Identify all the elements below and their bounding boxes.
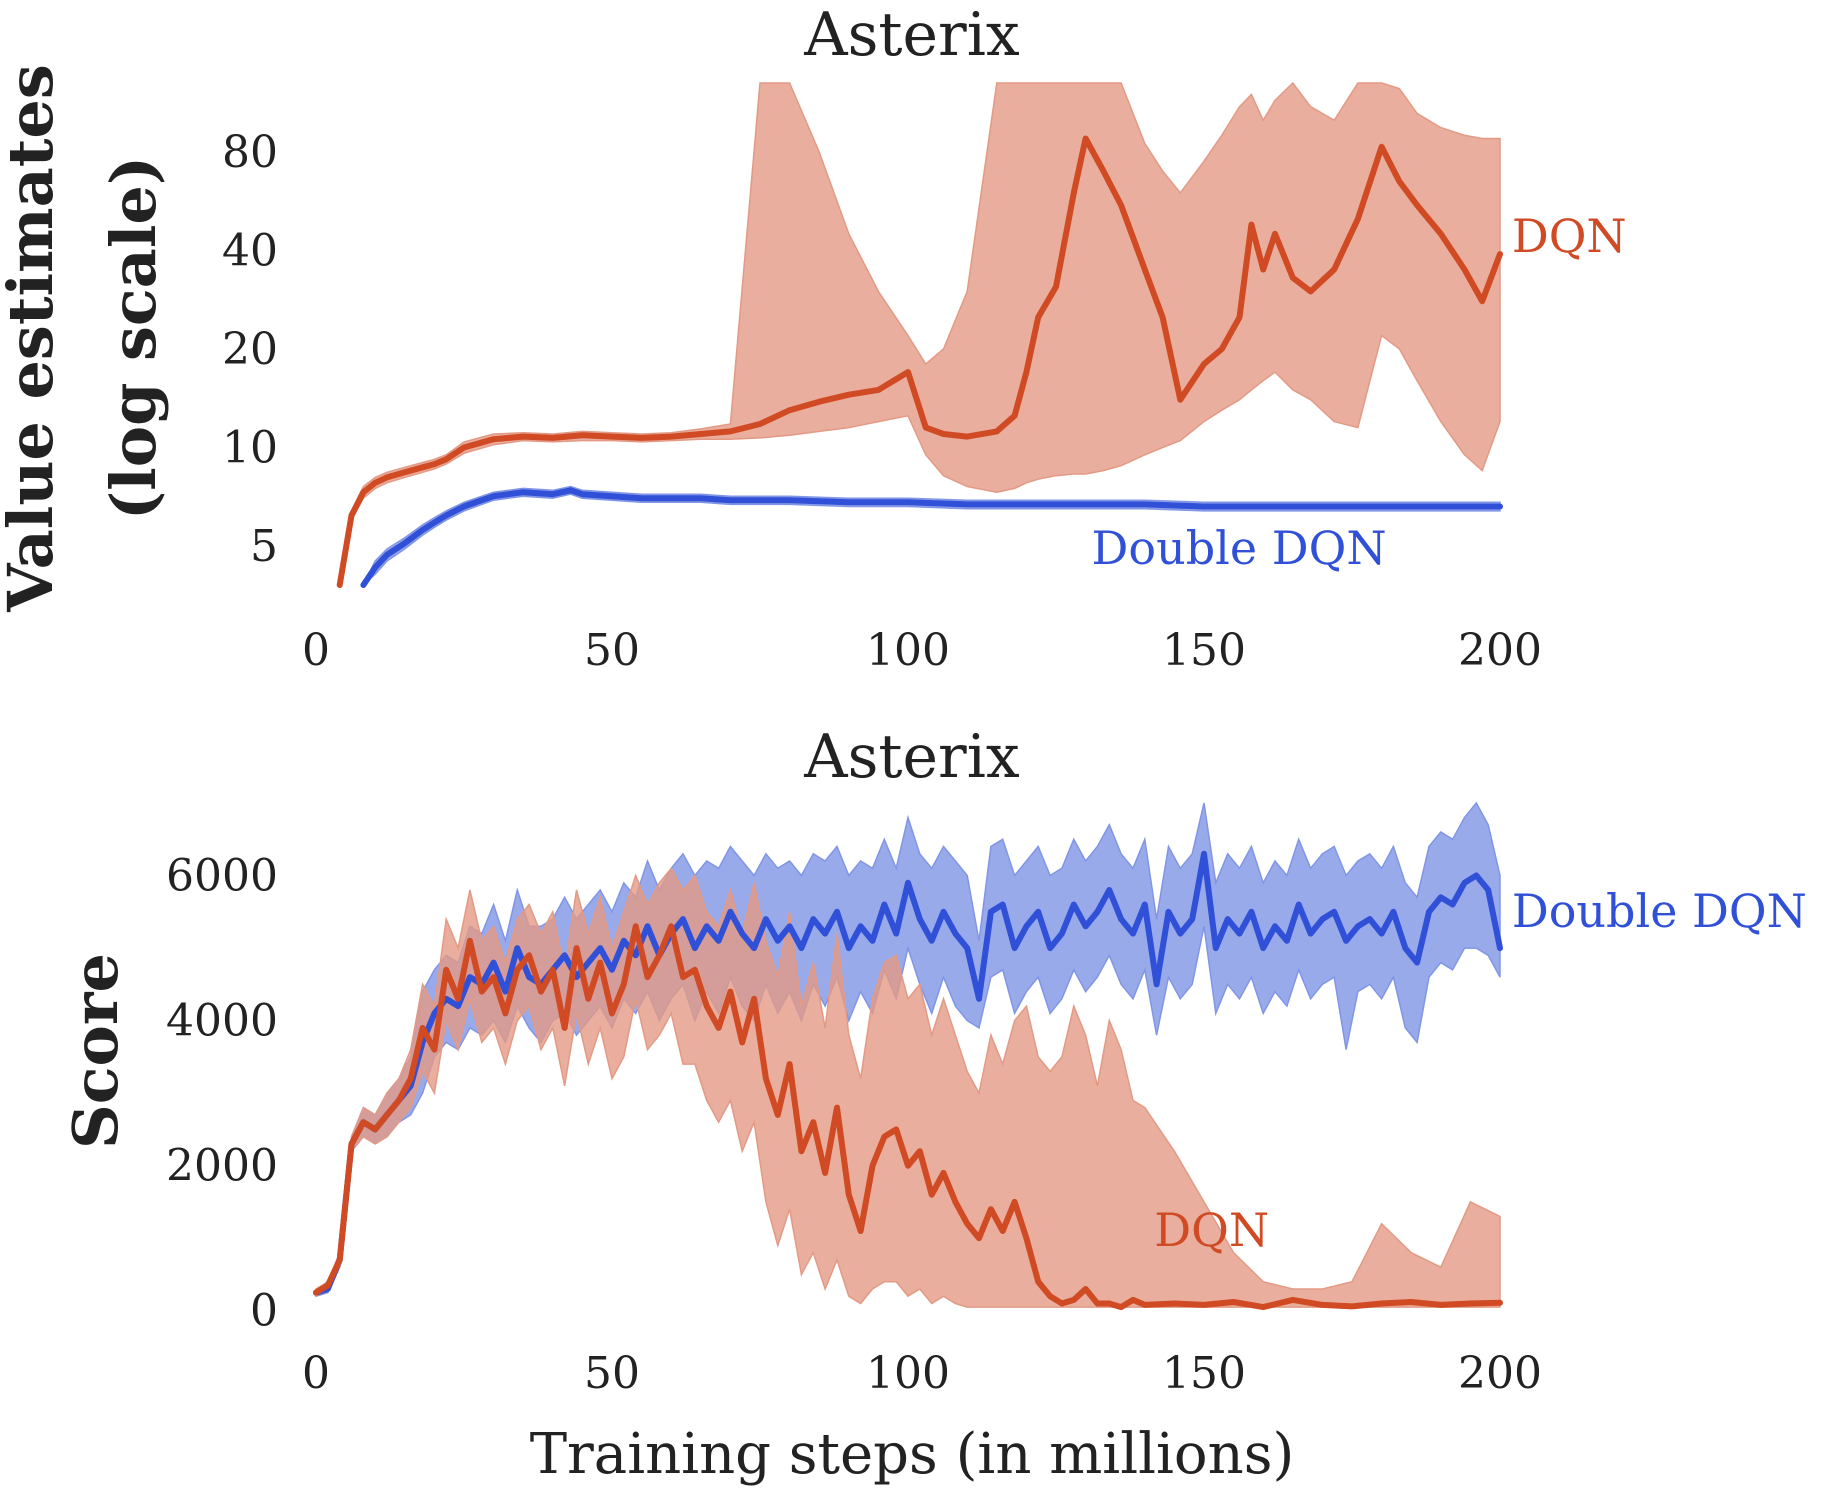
x-axis-label: Training steps (in millions) — [530, 1422, 1295, 1487]
top-chart-title: Asterix — [803, 0, 1020, 70]
top-series-labels: DQN Double DQN — [1092, 209, 1627, 575]
bottom-x-tick-label: 100 — [866, 1348, 950, 1399]
top-double-dqn-line — [360, 487, 1503, 588]
top-y-tick-label: 5 — [250, 521, 278, 572]
top-y-tick-label: 40 — [222, 225, 278, 276]
bottom-dqn-line — [313, 923, 1503, 1311]
top-x-tick-label: 100 — [866, 625, 950, 676]
bottom-double-dqn-line — [313, 850, 1503, 1296]
bottom-x-tick-label: 0 — [302, 1348, 330, 1399]
top-x-tick-label: 150 — [1162, 625, 1246, 676]
bottom-x-tick-label: 150 — [1162, 1348, 1246, 1399]
bottom-x-tick-labels: 0 50 100 150 200 — [302, 1348, 1542, 1399]
top-y-tick-labels: 5 10 20 40 80 — [222, 127, 278, 572]
bottom-y-tick-label: 2000 — [166, 1141, 278, 1192]
top-y-tick-label: 80 — [222, 127, 278, 178]
bottom-dqn-confidence-band — [315, 866, 1501, 1308]
bottom-y-tick-label: 0 — [250, 1286, 278, 1337]
top-x-tick-label: 200 — [1458, 625, 1542, 676]
bottom-x-tick-label: 50 — [584, 1348, 640, 1399]
bottom-y-tick-label: 4000 — [166, 996, 278, 1047]
bottom-series-labels: Double DQN DQN — [1154, 884, 1807, 1257]
bottom-x-tick-label: 200 — [1458, 1348, 1542, 1399]
bottom-plot-area — [313, 801, 1503, 1311]
top-double-dqn-label: Double DQN — [1092, 521, 1387, 575]
top-y-tick-label: 20 — [222, 324, 278, 375]
top-y-axis-label-line2: (log scale) — [97, 156, 170, 520]
top-y-axis-label-line1: Value estimates — [0, 64, 67, 613]
top-x-tick-label: 0 — [302, 625, 330, 676]
bottom-y-axis-label: Score — [59, 953, 132, 1149]
bottom-double-dqn-label: Double DQN — [1512, 884, 1807, 938]
bottom-y-tick-labels: 0 2000 4000 6000 — [166, 851, 278, 1337]
top-y-tick-label: 10 — [222, 422, 278, 473]
bottom-panel: Asterix 0 50 100 150 200 0 2000 4000 6000 Doubl… — [59, 722, 1807, 1487]
top-dqn-line — [336, 135, 1503, 588]
top-x-tick-label: 50 — [584, 625, 640, 676]
top-dqn-label: DQN — [1512, 209, 1627, 263]
bottom-dqn-label: DQN — [1154, 1203, 1269, 1257]
bottom-y-tick-label: 6000 — [166, 851, 278, 902]
top-dqn-confidence-band — [338, 81, 1501, 586]
top-x-tick-labels: 0 50 100 150 200 — [302, 625, 1542, 676]
top-plot-area — [336, 81, 1503, 588]
top-panel: Asterix 0 50 100 150 200 5 10 20 40 80 DQN Double… — [0, 0, 1627, 676]
bottom-chart-title: Asterix — [803, 722, 1020, 792]
